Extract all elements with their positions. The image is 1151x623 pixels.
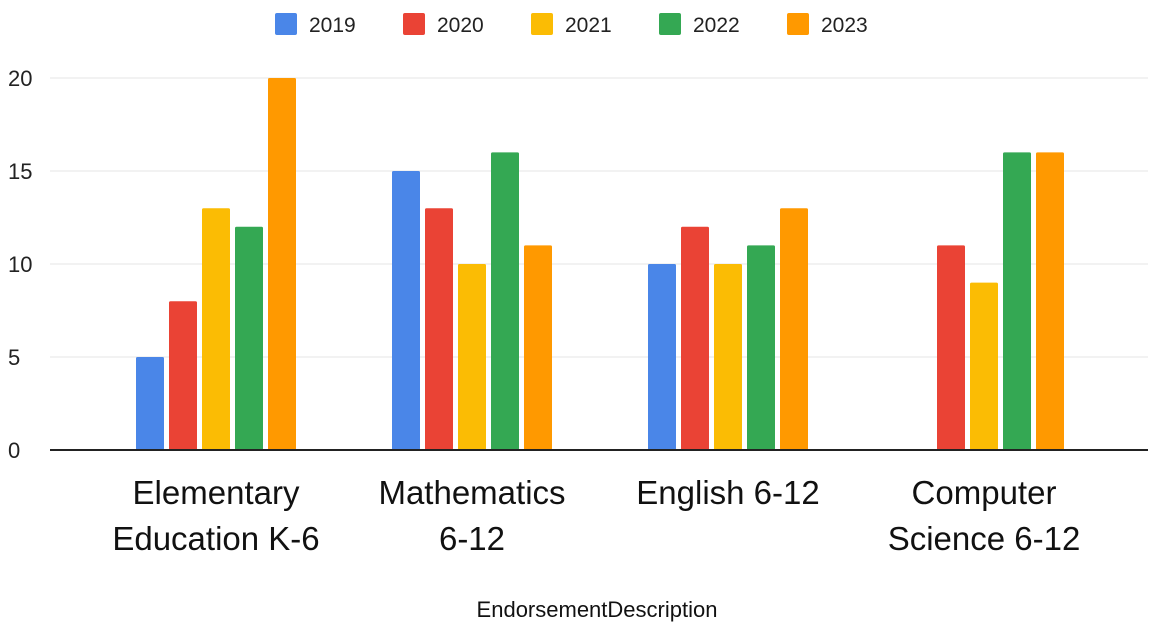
y-tick-label: 10 [8, 252, 32, 277]
legend-swatch [787, 13, 809, 35]
bar-2022-0 [235, 226, 263, 450]
legend-label: 2023 [821, 14, 868, 37]
legend-item-2021: 2021 [531, 13, 612, 37]
y-axis-ticks: 0 5 10 15 20 [8, 66, 32, 463]
bar-2021-1 [458, 264, 486, 450]
x-axis-title: EndorsementDescription [477, 597, 718, 622]
bar-2021-0 [202, 208, 230, 450]
legend-item-2019: 2019 [275, 13, 356, 37]
bar-2023-2 [780, 208, 808, 450]
bars [136, 78, 1064, 450]
legend-item-2020: 2020 [403, 13, 484, 37]
legend-label: 2022 [693, 14, 740, 37]
bar-2023-1 [524, 245, 552, 450]
bar-2022-1 [491, 152, 519, 450]
bar-2019-1 [392, 171, 420, 450]
legend-swatch [659, 13, 681, 35]
bar-2021-3 [970, 282, 998, 450]
y-tick-label: 5 [8, 345, 20, 370]
bar-2020-1 [425, 208, 453, 450]
x-tick-label: Computer Science 6-12 [888, 474, 1081, 557]
legend-swatch [275, 13, 297, 35]
legend-item-2022: 2022 [659, 13, 740, 37]
bar-2023-0 [268, 78, 296, 450]
legend-label: 2020 [437, 14, 484, 37]
bar-2019-0 [136, 357, 164, 450]
y-tick-label: 15 [8, 159, 32, 184]
legend: 2019 2020 2021 2022 2023 [275, 13, 868, 37]
bar-2023-3 [1036, 152, 1064, 450]
x-tick-label: Mathematics 6-12 [378, 474, 565, 557]
y-tick-label: 0 [8, 438, 20, 463]
bar-2019-2 [648, 264, 676, 450]
legend-item-2023: 2023 [787, 13, 868, 37]
bar-2020-3 [937, 245, 965, 450]
bar-2020-2 [681, 226, 709, 450]
x-tick-label: English 6-12 [636, 474, 819, 511]
legend-swatch [531, 13, 553, 35]
legend-label: 2021 [565, 14, 612, 37]
x-axis-category-labels: Elementary Education K-6 Mathematics 6-12 En… [112, 474, 1080, 557]
bar-2022-3 [1003, 152, 1031, 450]
legend-label: 2019 [309, 14, 356, 37]
x-tick-label: Elementary Education K-6 [112, 474, 319, 557]
legend-swatch [403, 13, 425, 35]
bar-2020-0 [169, 301, 197, 450]
bar-2022-2 [747, 245, 775, 450]
bar-2021-2 [714, 264, 742, 450]
y-tick-label: 20 [8, 66, 32, 91]
